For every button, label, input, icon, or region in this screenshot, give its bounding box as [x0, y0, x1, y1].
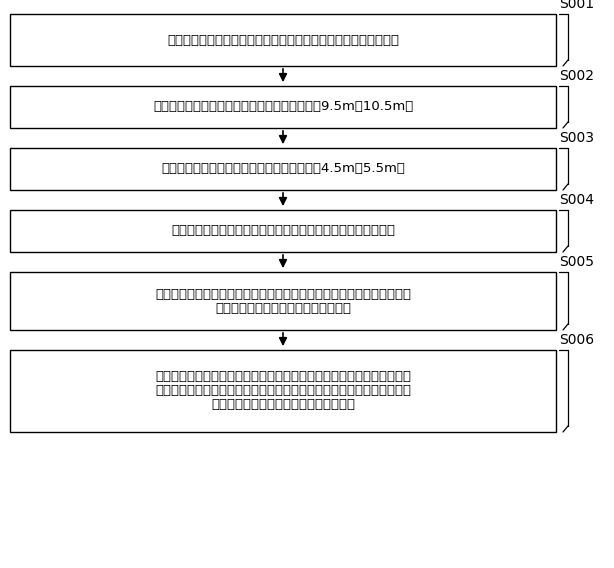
Bar	[10, 210, 556, 252]
Bar	[10, 350, 556, 432]
Text: S003: S003	[559, 131, 594, 145]
Text: S004: S004	[559, 193, 594, 207]
Bar	[10, 86, 556, 128]
Text: S006: S006	[559, 333, 594, 347]
Bar	[10, 148, 556, 190]
Text: 向油套环空内注入压缩氮气，直至目标检测井的井筒内形成负压: 向油套环空内注入压缩氮气，直至目标检测井的井筒内形成负压	[171, 224, 395, 237]
Text: 匀速移动井下电视成像工具，在地面观察井下电视成像工具传输的实时图: 匀速移动井下电视成像工具，在地面观察井下电视成像工具传输的实时图	[155, 370, 411, 383]
Text: 选择疑似套管破损的井筒作为目标检测井，处理目标检测井的井筒: 选择疑似套管破损的井筒作为目标检测井，处理目标检测井的井筒	[167, 34, 399, 47]
Text: S001: S001	[559, 0, 594, 11]
Text: 入压缩氮气，同时确保井筒内形成负压: 入压缩氮气，同时确保井筒内形成负压	[215, 302, 351, 315]
Text: 像，若查看到井壁有出液或气泡冒出，则确定该位置为套破出水点，不断: 像，若查看到井壁有出液或气泡冒出，则确定该位置为套破出水点，不断	[155, 385, 411, 398]
Text: 下放井下电视成像工具至油管管柱的管底下方4.5m～5.5m处: 下放井下电视成像工具至油管管柱的管底下方4.5m～5.5m处	[161, 162, 405, 176]
Text: 下放井下电视成像工具至井筒内的产液面下方，保持继续向油套环空内注: 下放井下电视成像工具至井筒内的产液面下方，保持继续向油套环空内注	[155, 287, 411, 300]
Text: 下放油管管柱至目标检测井井筒内的产液面上方9.5m～10.5m处: 下放油管管柱至目标检测井井筒内的产液面上方9.5m～10.5m处	[153, 101, 413, 114]
Text: 重复本步骤，直至找出产液段所有套破点: 重复本步骤，直至找出产液段所有套破点	[211, 399, 355, 411]
Bar	[10, 14, 556, 66]
Text: S002: S002	[559, 69, 594, 83]
Text: S005: S005	[559, 255, 594, 269]
Bar	[10, 272, 556, 330]
